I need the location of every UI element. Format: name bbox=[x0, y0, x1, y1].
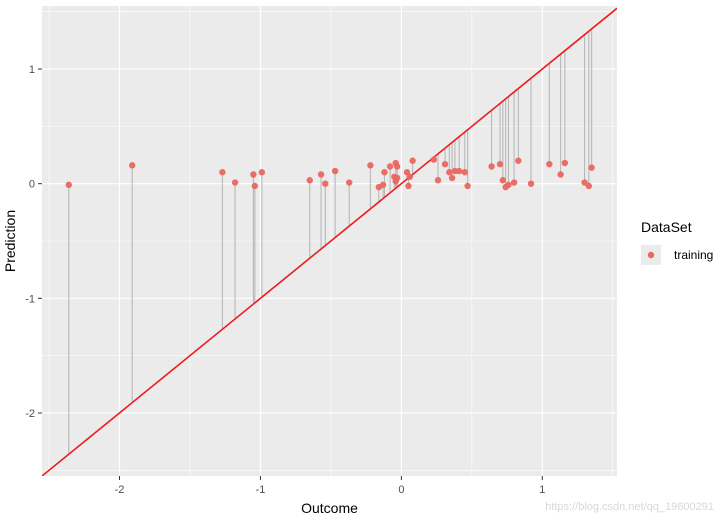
data-point bbox=[65, 181, 72, 189]
data-point bbox=[251, 182, 259, 190]
data-point bbox=[515, 157, 522, 164]
data-point bbox=[393, 163, 401, 170]
major-gridlines bbox=[42, 6, 617, 476]
residual-segments bbox=[68, 28, 593, 455]
y-axis-title: Prediction bbox=[2, 210, 18, 272]
x-tick-label: 0 bbox=[398, 484, 404, 496]
data-point bbox=[406, 173, 414, 181]
data-point bbox=[488, 163, 495, 170]
data-point bbox=[322, 180, 329, 187]
data-point bbox=[381, 169, 388, 176]
watermark: https://blog.csdn.net/qq_19600291 bbox=[545, 501, 714, 513]
y-tick-label: -2 bbox=[25, 408, 35, 420]
data-point bbox=[379, 181, 387, 189]
data-point bbox=[557, 171, 564, 178]
data-point bbox=[464, 182, 471, 190]
x-tick-label: -2 bbox=[115, 484, 125, 496]
data-point bbox=[561, 159, 569, 167]
data-points bbox=[65, 156, 595, 191]
data-point bbox=[258, 169, 266, 176]
data-point bbox=[386, 163, 394, 170]
data-point bbox=[409, 157, 416, 164]
legend-label: training bbox=[674, 248, 713, 262]
data-point bbox=[499, 177, 507, 184]
data-point bbox=[455, 167, 463, 175]
data-point bbox=[430, 156, 437, 163]
data-point bbox=[546, 160, 553, 168]
data-point bbox=[441, 160, 449, 168]
data-point bbox=[219, 169, 226, 176]
data-point bbox=[367, 162, 374, 169]
data-point bbox=[346, 179, 353, 186]
y-tick-label: 0 bbox=[29, 179, 35, 191]
data-point bbox=[461, 169, 468, 176]
data-point bbox=[393, 174, 401, 182]
y-tick-label: -1 bbox=[25, 293, 35, 305]
legend: DataSet training bbox=[641, 219, 713, 265]
y-axis-ticks: -2 -1 0 1 bbox=[25, 64, 42, 420]
data-point bbox=[446, 169, 453, 176]
data-point bbox=[405, 182, 412, 190]
data-point bbox=[128, 162, 136, 169]
data-point bbox=[306, 177, 313, 184]
data-point bbox=[527, 180, 535, 187]
x-tick-label: -1 bbox=[256, 484, 266, 496]
data-point bbox=[585, 182, 593, 190]
data-point bbox=[448, 174, 456, 182]
y-tick-label: 1 bbox=[29, 64, 35, 76]
x-axis-ticks: -2 -1 0 1 bbox=[115, 476, 545, 496]
data-point bbox=[331, 167, 339, 175]
data-point bbox=[588, 164, 595, 171]
data-point bbox=[317, 171, 325, 178]
legend-marker bbox=[647, 251, 655, 259]
x-tick-label: 1 bbox=[539, 484, 545, 496]
identity-line bbox=[42, 7, 617, 476]
data-point bbox=[250, 171, 257, 178]
data-point bbox=[510, 179, 518, 186]
legend-title: DataSet bbox=[641, 219, 692, 235]
data-point bbox=[496, 160, 504, 168]
data-point bbox=[581, 179, 588, 186]
x-axis-title: Outcome bbox=[301, 500, 358, 516]
data-point bbox=[434, 177, 442, 184]
data-point bbox=[403, 169, 411, 176]
data-point bbox=[231, 179, 239, 186]
data-point bbox=[505, 181, 512, 189]
